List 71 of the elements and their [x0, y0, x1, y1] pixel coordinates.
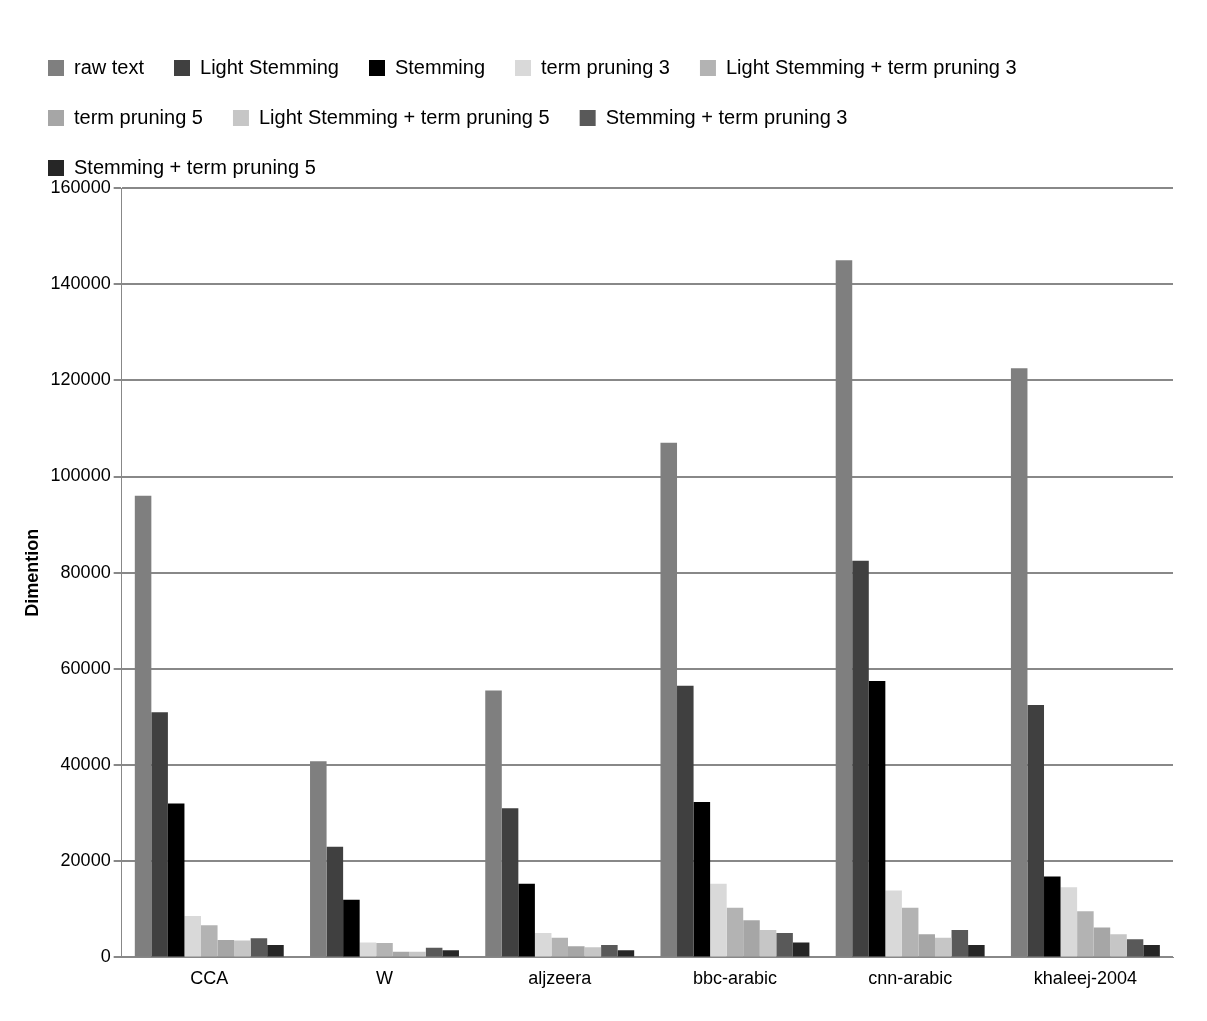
bar: [518, 883, 535, 957]
bar: [267, 944, 284, 957]
bar: [951, 929, 969, 957]
legend-label: term pruning 5: [74, 105, 203, 128]
y-tick-label: 60000: [60, 657, 111, 678]
bar: [710, 883, 727, 957]
bar: [1077, 911, 1094, 957]
bar: [1060, 887, 1078, 957]
x-tick-label: aljzeera: [528, 968, 593, 989]
y-axis-title: Dimention: [21, 528, 42, 617]
bar: [743, 920, 760, 957]
bar: [151, 712, 168, 957]
bar: [776, 932, 793, 957]
y-tick-label: 20000: [60, 850, 111, 871]
bar: [501, 808, 519, 957]
bar: [1143, 944, 1160, 957]
bar: [425, 947, 443, 957]
bar: [1044, 876, 1061, 957]
bar: [726, 907, 744, 957]
x-tick-label: W: [376, 968, 393, 989]
bar: [234, 940, 251, 957]
bar: [1126, 939, 1144, 957]
legend-label: raw text: [74, 55, 145, 78]
bar: [551, 937, 568, 957]
y-tick-label: 140000: [50, 273, 111, 294]
y-tick-label: 100000: [50, 465, 111, 486]
bar: [885, 890, 902, 957]
bar: [968, 944, 985, 957]
legend-label: term pruning 3: [541, 55, 670, 78]
bar: [376, 942, 393, 957]
x-tick-label: cnn-arabic: [868, 968, 953, 989]
bar: [184, 916, 201, 957]
bar: [693, 802, 711, 957]
bar: [1110, 934, 1127, 957]
x-tick-label: khaleej-2004: [1033, 968, 1137, 989]
bar: [868, 680, 886, 957]
bar: [901, 907, 919, 957]
bar: [617, 950, 635, 957]
bar: [442, 950, 459, 957]
legend-label: Stemming + term pruning 3: [605, 105, 848, 128]
y-tick-label: 80000: [60, 561, 111, 582]
bar: [167, 803, 185, 957]
bar: [677, 685, 694, 957]
bar: [584, 947, 602, 957]
bar: [201, 925, 218, 957]
legend-label: Light Stemming: [200, 55, 339, 78]
bar: [568, 946, 585, 957]
bar: [918, 934, 935, 957]
bar: [326, 846, 344, 957]
bar: [792, 942, 810, 957]
bar: [1093, 927, 1111, 957]
bar: [759, 929, 777, 957]
legend-label: Stemming: [394, 55, 486, 78]
x-tick-label: bbc-arabic: [692, 968, 777, 989]
legend-label: Light Stemming + term pruning 5: [258, 105, 550, 128]
legend-label: Light Stemming + term pruning 3: [725, 55, 1017, 78]
x-tick-label: CCA: [190, 968, 229, 989]
y-tick-label: 120000: [50, 369, 111, 390]
y-tick-label: 160000: [50, 176, 111, 197]
legend-label: Stemming + term pruning 5: [74, 155, 316, 178]
bar: [359, 942, 377, 957]
bar: [343, 899, 360, 957]
bar: [217, 940, 235, 957]
bar: [534, 932, 552, 957]
bar: [852, 560, 869, 957]
bar: [1027, 704, 1045, 957]
y-tick-label: 40000: [60, 754, 111, 775]
y-tick-label: 0: [100, 946, 111, 967]
bar: [250, 938, 268, 957]
bar: [934, 937, 952, 957]
bar: [601, 944, 618, 957]
